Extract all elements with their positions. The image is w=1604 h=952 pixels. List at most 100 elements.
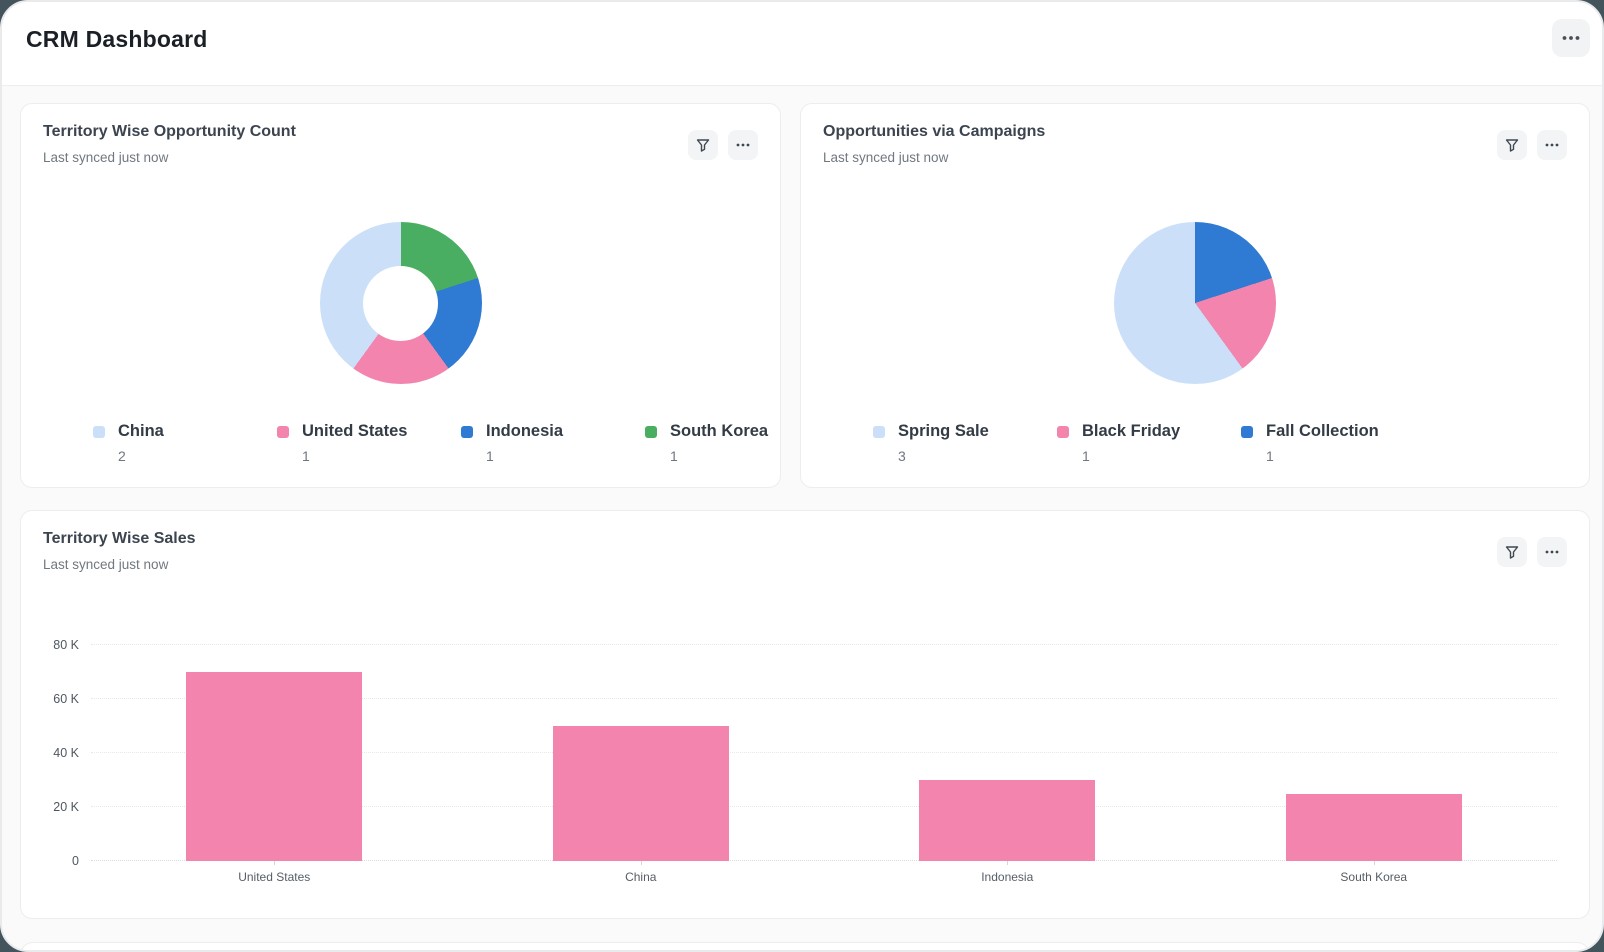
legend-value: 2 [118, 448, 126, 464]
y-tick-label: 20 K [53, 800, 79, 814]
legend-value: 1 [302, 448, 310, 464]
bar-south-korea[interactable] [1285, 793, 1462, 861]
next-card-top-edge [20, 942, 1590, 950]
legend-swatch [277, 425, 289, 438]
last-synced-text: Last synced just now [823, 150, 949, 165]
legend-label: South Korea [670, 422, 769, 440]
legend-entry: Spring Sale [873, 422, 1057, 441]
legend-entry: South Korea [645, 422, 780, 441]
legend-swatch [1241, 425, 1253, 438]
legend-swatch [93, 425, 105, 438]
pie-chart[interactable] [1114, 222, 1276, 384]
legend-item: South Korea 1 [645, 422, 780, 464]
axis-tick [1373, 861, 1375, 865]
filter-button[interactable] [1497, 537, 1527, 567]
legend-label: China [118, 422, 164, 440]
y-tick-label: 80 K [53, 638, 79, 652]
legend-entry: United States [277, 422, 461, 441]
legend-swatch [645, 425, 657, 438]
card-head: Territory Wise Sales Last synced just no… [43, 530, 196, 572]
legend-swatch [1057, 425, 1069, 438]
legend-item: United States 1 [277, 422, 461, 464]
card-actions [688, 130, 758, 160]
bar-china[interactable] [552, 726, 729, 861]
plot-area [91, 644, 1557, 861]
legend-label: Spring Sale [898, 422, 989, 440]
card-territory-opportunity-count: Territory Wise Opportunity Count Last sy… [20, 103, 781, 488]
x-axis-label: China [458, 861, 825, 884]
x-axis-label: South Korea [1191, 861, 1558, 884]
card-more-button[interactable] [1537, 537, 1567, 567]
bar-column [824, 645, 1191, 861]
legend-label: Indonesia [486, 422, 564, 440]
legend-item: Black Friday 1 [1057, 422, 1241, 464]
y-tick-label: 40 K [53, 746, 79, 760]
bar-united-states[interactable] [186, 672, 363, 861]
axis-tick [274, 861, 276, 865]
dashboard-content: Territory Wise Opportunity Count Last sy… [2, 86, 1602, 950]
legend-item: China 2 [93, 422, 277, 464]
chart-legend: Spring Sale 3 Black Friday 1 Fall Collection… [801, 422, 1589, 464]
legend-item: Spring Sale 3 [873, 422, 1057, 464]
y-axis-labels: 0 20 K 40 K 60 K 80 K [21, 638, 79, 868]
x-axis-label: United States [91, 861, 458, 884]
header-more-button[interactable] [1552, 19, 1590, 57]
legend-item: Fall Collection 1 [1241, 422, 1425, 464]
bar-indonesia[interactable] [919, 780, 1096, 861]
ellipsis-icon [1561, 28, 1581, 48]
legend-entry: Black Friday [1057, 422, 1241, 441]
bars [91, 645, 1557, 861]
funnel-icon [1504, 544, 1520, 560]
gridline [91, 752, 1557, 753]
legend-value: 1 [486, 448, 494, 464]
y-tick-label: 0 [72, 854, 79, 868]
legend-item: Indonesia 1 [461, 422, 645, 464]
x-axis-labels: United States China Indonesia South Korea [91, 861, 1557, 884]
legend-swatch [461, 425, 473, 438]
bar-column [91, 645, 458, 861]
bar-column [1191, 645, 1558, 861]
x-axis-label: Indonesia [824, 861, 1191, 884]
card-head: Opportunities via Campaigns Last synced … [823, 123, 1045, 165]
card-territory-wise-sales: Territory Wise Sales Last synced just no… [20, 510, 1590, 919]
ellipsis-icon [1544, 137, 1560, 153]
card-more-button[interactable] [1537, 130, 1567, 160]
card-actions [1497, 130, 1567, 160]
filter-button[interactable] [1497, 130, 1527, 160]
donut-chart[interactable] [319, 222, 482, 384]
legend-value: 1 [1266, 448, 1274, 464]
last-synced-text: Last synced just now [43, 150, 169, 165]
charts-row: Territory Wise Opportunity Count Last sy… [20, 103, 1590, 488]
gridline [91, 860, 1557, 861]
filter-button[interactable] [688, 130, 718, 160]
legend-label: United States [302, 422, 408, 440]
ellipsis-icon [1544, 544, 1560, 560]
last-synced-text: Last synced just now [43, 557, 169, 572]
y-tick-label: 60 K [53, 692, 79, 706]
legend-value: 1 [1082, 448, 1090, 464]
card-head: Territory Wise Opportunity Count Last sy… [43, 123, 296, 165]
legend-entry: China [93, 422, 277, 441]
legend-entry: Fall Collection [1241, 422, 1425, 441]
card-more-button[interactable] [728, 130, 758, 160]
funnel-icon [1504, 137, 1520, 153]
app-header: CRM Dashboard [2, 2, 1602, 86]
card-title: Territory Wise Sales [43, 530, 196, 547]
legend-value: 1 [670, 448, 678, 464]
legend-swatch [873, 425, 885, 438]
card-title: Territory Wise Opportunity Count [43, 123, 296, 140]
axis-tick [1007, 861, 1009, 865]
bar-chart: 0 20 K 40 K 60 K 80 K United States China Indo… [21, 638, 1557, 905]
gridline [91, 806, 1557, 807]
chart-zone [21, 222, 780, 384]
ellipsis-icon [735, 137, 751, 153]
card-opportunities-via-campaigns: Opportunities via Campaigns Last synced … [800, 103, 1590, 488]
card-title: Opportunities via Campaigns [823, 123, 1046, 140]
gridline [91, 644, 1557, 645]
legend-value: 3 [898, 448, 906, 464]
gridline [91, 698, 1557, 699]
funnel-icon [695, 137, 711, 153]
chart-legend: China 2 United States 1 Indonesia 1 South Kore… [21, 422, 780, 464]
axis-tick [640, 861, 642, 865]
